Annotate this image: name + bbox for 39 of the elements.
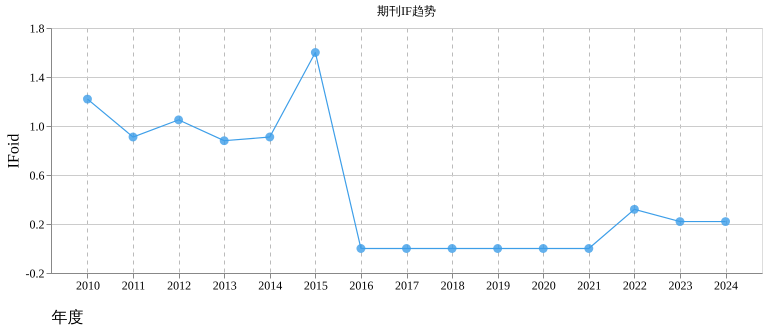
point <box>82 94 92 104</box>
x-tick-label: 2018 <box>440 278 465 292</box>
point <box>356 244 366 253</box>
y-tick-label: -0.2 <box>26 266 44 280</box>
point <box>584 244 594 253</box>
x-tick-label: 2014 <box>258 278 282 292</box>
x-tick-label: 2015 <box>304 278 328 292</box>
point <box>220 136 229 146</box>
x-tick-label: 2010 <box>76 278 100 292</box>
point <box>128 132 138 142</box>
point <box>493 244 502 253</box>
x-tick-label: 2013 <box>212 278 237 292</box>
x-tick-label: 2017 <box>395 278 419 292</box>
x-tick-label: 2016 <box>349 278 374 292</box>
point <box>174 115 184 124</box>
point <box>630 204 639 214</box>
x-axis-title: 年度 <box>52 308 84 326</box>
y-tick-label: 1.4 <box>30 70 44 84</box>
x-tick-label: 2024 <box>714 278 738 292</box>
y-tick-label: 0.6 <box>30 168 44 182</box>
x-tick-label: 2020 <box>532 278 556 292</box>
point <box>402 244 411 253</box>
x-tick-label: 2022 <box>622 278 647 292</box>
y-tick-label: 0.2 <box>30 218 44 232</box>
y-tick-label: 1.8 <box>30 22 44 36</box>
y-axis-title: IFoid <box>6 134 23 168</box>
y-tick-label: 1.0 <box>30 120 44 134</box>
x-tick-label: 2021 <box>577 278 602 292</box>
x-tick-label: 2011 <box>122 278 146 292</box>
point <box>448 244 457 253</box>
point <box>675 217 684 226</box>
point <box>538 244 548 253</box>
point <box>265 132 274 142</box>
x-tick-label: 2019 <box>486 278 510 292</box>
point <box>310 48 320 57</box>
x-tick-label: 2023 <box>668 278 692 292</box>
chart-title: 期刊IF趋势 <box>377 4 436 18</box>
point <box>721 217 730 226</box>
x-tick-label: 2012 <box>167 278 192 292</box>
